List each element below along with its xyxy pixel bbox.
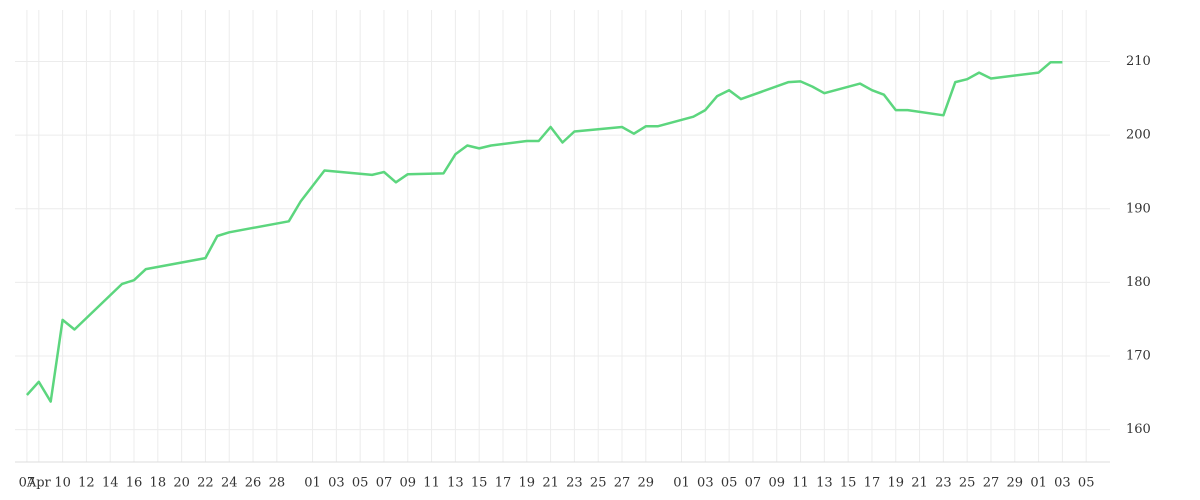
- x-tick-label: 01: [1030, 476, 1047, 491]
- x-tick-label: 23: [935, 476, 952, 491]
- x-tick-label: 03: [697, 476, 714, 491]
- x-tick-label: 17: [864, 476, 881, 491]
- x-tick-label: 14: [102, 476, 119, 491]
- x-tick-label: 07: [376, 476, 393, 491]
- y-tick-label: 200: [1126, 128, 1151, 143]
- y-tick-label: 180: [1126, 275, 1151, 290]
- x-tick-label: 12: [78, 476, 95, 491]
- x-tick-label: 19: [519, 476, 536, 491]
- x-tick-label: 15: [840, 476, 857, 491]
- x-tick-label: 26: [245, 476, 262, 491]
- y-tick-label: 170: [1126, 348, 1151, 363]
- x-tick-label: 23: [566, 476, 583, 491]
- x-tick-label: 09: [399, 476, 416, 491]
- x-tick-label: 17: [495, 476, 512, 491]
- x-tick-label: 20: [173, 476, 190, 491]
- x-tick-label: 25: [959, 476, 976, 491]
- x-tick-label: 24: [221, 476, 238, 491]
- y-tick-label: 160: [1126, 422, 1151, 437]
- x-tick-label: 27: [983, 476, 1000, 491]
- x-tick-label: 03: [328, 476, 345, 491]
- x-tick-label: 22: [197, 476, 214, 491]
- x-tick-label: 13: [816, 476, 833, 491]
- x-tick-label: 25: [590, 476, 607, 491]
- x-tick-label: 10: [54, 476, 71, 491]
- x-tick-label: 03: [1054, 476, 1071, 491]
- x-tick-label: 09: [768, 476, 785, 491]
- x-tick-label: 07: [19, 476, 36, 491]
- line-series: [25, 61, 1063, 403]
- y-tick-label: 210: [1126, 54, 1151, 69]
- x-tick-label: 27: [614, 476, 631, 491]
- x-tick-label: 21: [911, 476, 928, 491]
- x-tick-label: 11: [423, 476, 440, 491]
- x-tick-label: 16: [126, 476, 143, 491]
- x-tick-label: 28: [269, 476, 286, 491]
- x-tick-label: 19: [887, 476, 904, 491]
- x-tick-label: 01: [304, 476, 321, 491]
- y-tick-label: 190: [1126, 201, 1151, 216]
- x-tick-label: 29: [638, 476, 655, 491]
- x-tick-label: 01: [673, 476, 690, 491]
- x-tick-label: Apr: [26, 476, 52, 491]
- x-tick-label: 21: [542, 476, 559, 491]
- x-tick-label: 05: [1078, 476, 1095, 491]
- x-tick-label: 11: [792, 476, 809, 491]
- x-tick-label: 29: [1007, 476, 1024, 491]
- x-tick-label: 13: [447, 476, 464, 491]
- x-tick-label: 05: [352, 476, 369, 491]
- x-tick-label: 18: [150, 476, 167, 491]
- x-tick-label: 15: [471, 476, 488, 491]
- x-tick-label: 07: [745, 476, 762, 491]
- x-tick-label: 05: [721, 476, 738, 491]
